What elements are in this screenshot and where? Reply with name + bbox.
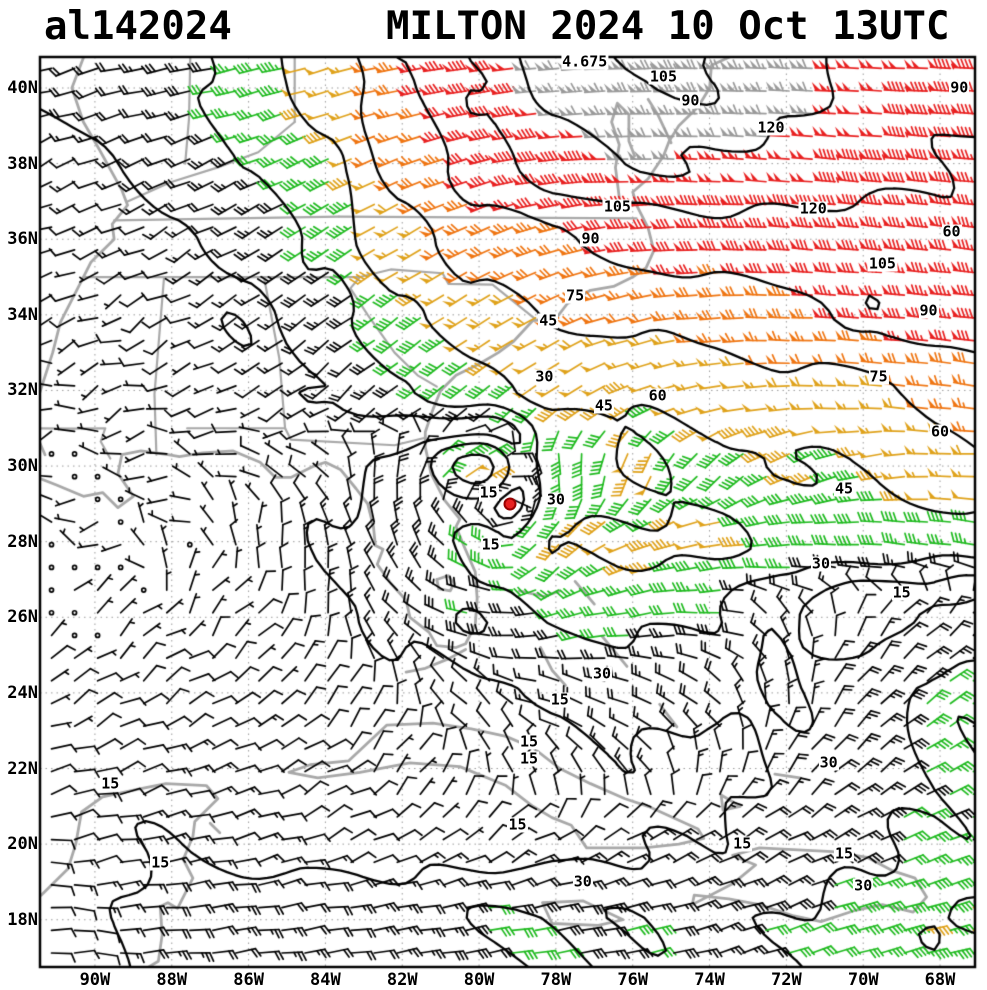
storm-center-marker — [503, 497, 517, 511]
storm-id-title: al142024 — [44, 4, 232, 49]
page-title: MILTON 2024 10 Oct 13UTC — [386, 4, 950, 49]
